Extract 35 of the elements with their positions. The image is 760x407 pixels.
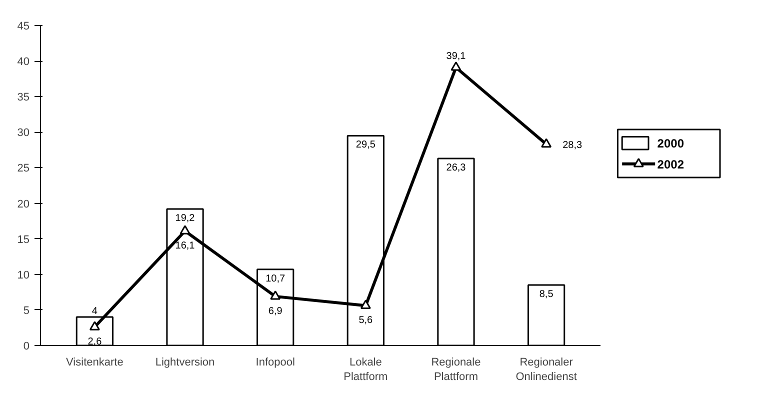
x-tick-label: Lokale Plattform [344,356,388,383]
legend-label: 2002 [657,157,684,172]
data-label: 4 [92,306,98,318]
y-tick-label: 20 [17,198,30,210]
data-label: 39,1 [446,50,466,62]
data-label: 19,2 [175,212,196,224]
point [270,290,281,300]
point [541,138,552,148]
data-label: 2,6 [88,336,102,348]
data-label: 28,3 [562,140,582,151]
y-tick-label: 25 [17,162,30,175]
y-tick-label: 15 [17,234,30,246]
legend-label: 2000 [657,136,684,151]
data-label: 26,3 [446,162,466,174]
y-tick-label: 30 [17,127,30,140]
data-label: 16,1 [175,240,196,252]
point [180,225,190,234]
x-tick-label: Visitenkarte [66,356,124,368]
data-label: 8,5 [539,289,554,300]
data-label: 6,9 [268,306,283,317]
y-tick-label: 5 [23,304,30,317]
x-tick-label: Regionale Plattform [431,356,481,383]
point [450,62,462,71]
y-tick-label: 10 [17,269,30,282]
y-tick-label: 45 [17,20,30,32]
x-tick-label: Lightversion [155,356,215,368]
y-tick-label: 0 [23,340,30,352]
data-label: 5,6 [358,315,374,326]
y-tick-label: 35 [17,92,30,104]
data-label: 10,7 [266,273,286,284]
point [360,300,371,310]
x-tick-label: Regionaler Onlinedienst [516,356,577,383]
x-tick-label: Infopool [256,356,295,368]
data-label: 29,5 [356,140,376,151]
y-tick-label: 40 [17,56,30,68]
